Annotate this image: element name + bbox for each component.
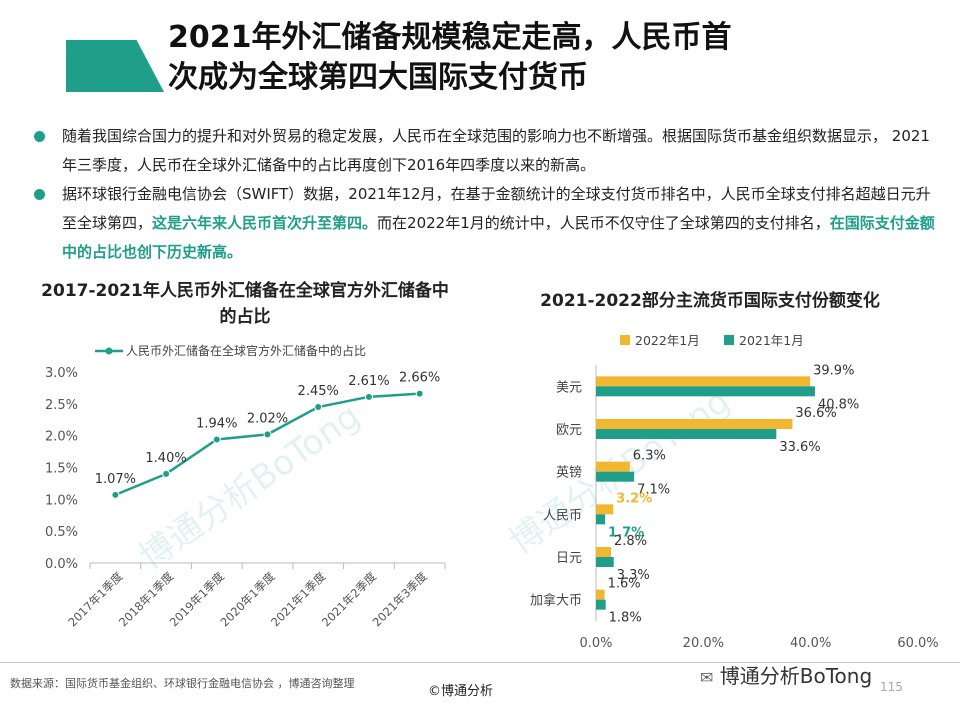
data-point xyxy=(314,403,323,412)
data-label: 40.8% xyxy=(818,397,859,412)
bar xyxy=(596,557,614,567)
bar xyxy=(596,599,606,610)
data-label: 1.7% xyxy=(608,525,644,540)
legend-swatch xyxy=(724,335,734,345)
category-label: 日元 xyxy=(556,551,582,566)
legend-label: 2021年1月 xyxy=(739,333,804,348)
bar-chart-title: 2021-2022部分主流货币国际支付份额变化 xyxy=(540,291,880,311)
legend-label: 人民币外汇储备在全球官方外汇储备中的占比 xyxy=(126,343,366,358)
legend-dot-marker xyxy=(105,347,113,355)
data-point xyxy=(263,430,272,439)
bullet-highlight: 在国际支付金额中的占比也创下历史新高。 xyxy=(62,214,935,261)
x-tick-label: 20.0% xyxy=(683,636,724,651)
brand-logo: ✉ 博通分析BoTong xyxy=(700,660,872,689)
bar xyxy=(596,471,635,482)
x-tick-label: 0.0% xyxy=(579,636,612,651)
y-tick-label: 1.5% xyxy=(45,462,78,477)
y-tick-label: 2.5% xyxy=(45,398,78,413)
bar xyxy=(596,589,605,600)
category-label: 欧元 xyxy=(556,423,582,438)
data-label: 3.2% xyxy=(616,491,652,506)
y-tick-label: 0.5% xyxy=(45,525,78,540)
x-tick-label: 2021年3季度 xyxy=(370,569,431,630)
data-label: 3.3% xyxy=(617,568,650,583)
category-label: 英镑 xyxy=(556,465,582,481)
y-tick-label: 1.0% xyxy=(45,493,78,508)
data-point xyxy=(364,392,373,401)
bullet-text: 据环球银行金融电信协会（SWIFT）数据，2021年12月，在基于金额统计的全球… xyxy=(62,185,931,232)
bar xyxy=(596,386,815,397)
legend-label: 2022年1月 xyxy=(635,333,700,348)
bullet-list: 随着我国综合国力的提升和对外贸易的稳定发展，人民币在全球范围的影响力也不断增强。… xyxy=(30,122,935,267)
data-point xyxy=(162,469,171,478)
data-label: 2.45% xyxy=(298,384,339,399)
data-label: 1.6% xyxy=(608,577,641,592)
page-title: 2021年外汇储备规模稳定走高，人民币首 次成为全球第四大国际支付货币 xyxy=(168,18,928,98)
title-accent-shape xyxy=(66,40,164,92)
bullet-text: 而在2022年1月的统计中，人民币不仅守住了全球第四的支付排名， xyxy=(377,214,830,232)
data-point xyxy=(212,435,221,444)
data-label: 2.61% xyxy=(348,374,389,389)
brand-name: 博通分析BoTong xyxy=(719,664,873,688)
bullet-item: 据环球银行金融电信协会（SWIFT）数据，2021年12月，在基于金额统计的全球… xyxy=(30,180,935,267)
x-tick-label: 40.0% xyxy=(790,636,831,651)
category-label: 美元 xyxy=(556,380,582,395)
bullet-dot-icon xyxy=(34,189,45,200)
data-source: 数据来源：国际货币基金组织、环球银行金融电信协会 ，博通咨询整理 xyxy=(10,677,355,690)
line-chart: 博通分析BoTong人民币外汇储备在全球官方外汇储备中的占比0.0%0.5%1.… xyxy=(45,343,446,630)
data-label: 1.07% xyxy=(95,472,136,487)
data-label: 33.6% xyxy=(779,440,820,455)
data-label: 1.40% xyxy=(145,451,186,466)
data-label: 2.8% xyxy=(614,534,647,549)
bullet-item: 随着我国综合国力的提升和对外贸易的稳定发展，人民币在全球范围的影响力也不断增强。… xyxy=(30,122,935,180)
bar xyxy=(596,419,793,429)
page-number: 115 xyxy=(880,680,903,694)
y-tick-label: 0.0% xyxy=(45,557,78,572)
bullet-highlight: 这是六年来人民币首次升至第四。 xyxy=(152,214,378,232)
bar xyxy=(596,504,614,515)
copyright: ©博通分析 xyxy=(428,684,494,699)
wechat-icon: ✉ xyxy=(700,668,714,687)
bar xyxy=(596,514,606,525)
bar xyxy=(596,461,630,472)
y-tick-label: 3.0% xyxy=(45,366,78,381)
legend-swatch xyxy=(620,335,630,345)
page-title-line-2: 次成为全球第四大国际支付货币 xyxy=(168,60,588,95)
data-label: 7.1% xyxy=(637,483,670,498)
bar xyxy=(596,376,811,387)
data-point xyxy=(111,490,120,499)
data-label: 36.6% xyxy=(795,406,836,421)
category-label: 加拿大币 xyxy=(530,593,582,609)
data-label: 2.66% xyxy=(399,371,440,386)
bar xyxy=(596,429,777,439)
footer-divider xyxy=(0,662,960,663)
data-label: 39.9% xyxy=(813,363,854,378)
data-point xyxy=(415,389,424,398)
data-label: 1.94% xyxy=(196,416,237,431)
data-label: 6.3% xyxy=(633,449,666,464)
bar xyxy=(596,547,612,557)
bullet-dot-icon xyxy=(34,131,45,142)
data-label: 1.8% xyxy=(609,611,642,626)
bullet-text: 随着我国综合国力的提升和对外贸易的稳定发展，人民币在全球范围的影响力也不断增强。… xyxy=(62,127,930,174)
y-tick-label: 2.0% xyxy=(45,430,78,445)
category-label: 人民币 xyxy=(543,508,582,523)
line-chart-title: 2017-2021年人民币外汇储备在全球官方外汇储备中的占比 xyxy=(41,281,449,327)
page-title-line-1: 2021年外汇储备规模稳定走高，人民币首 xyxy=(168,20,732,55)
data-label: 2.02% xyxy=(247,411,288,426)
x-tick-label: 60.0% xyxy=(897,636,938,651)
